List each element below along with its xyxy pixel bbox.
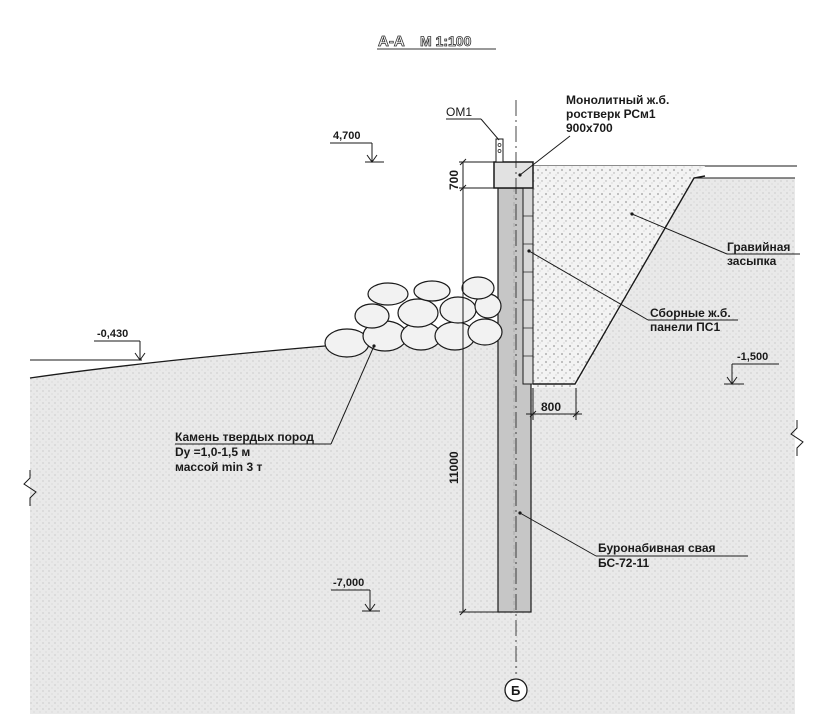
break-line-left [23,470,37,506]
section-title: А-А [378,33,405,50]
panels-label-1: Сборные ж.б. [650,306,731,320]
grillage-callout: Монолитный ж.б. ростверк РСм1 900х700 [518,93,669,177]
grillage-label-1: Монолитный ж.б. [566,93,669,107]
stone-label-1: Камень твердых пород [175,430,314,444]
panels-label-2: панели ПС1 [650,320,720,334]
drawing-title: А-А М 1:100 [377,33,496,50]
ground-surface-line [29,345,326,379]
dim-grillage [459,158,494,192]
axis-marker: Б [504,678,528,702]
stone-label-2: Dy =1,0-1,5 м [175,445,250,459]
dim-backfill-label: 800 [541,400,561,414]
pile-callout: Буронабивная свая БС-72-11 [518,511,748,570]
elev-ground-left-label: -0,430 [97,328,128,340]
elev-right [724,363,779,385]
elev-ground-left [94,340,146,361]
pile-label-1: Буронабивная свая [598,541,716,555]
dim-backfill [526,388,582,420]
elev-pile-bottom-label: -7,000 [333,577,364,589]
gravel-label-2: засыпка [727,254,777,268]
grillage-label-2: ростверк РСм1 [566,107,656,121]
break-line-right [790,420,804,456]
stone-label-3: массой min 3 т [175,460,262,474]
om1-marker [495,138,504,163]
dim-pile [459,188,498,616]
gravel-backfill [533,166,705,388]
pile-label-2: БС-72-11 [598,556,649,570]
elev-top [330,142,384,163]
dim-grillage-label: 700 [447,170,461,190]
stone-callout: Камень твердых пород Dy =1,0-1,5 м массо… [175,344,376,474]
ground-left [30,338,498,714]
precast-panels [522,187,534,385]
axis-label: Б [511,683,520,698]
grillage-label-3: 900х700 [566,121,613,135]
elev-pile-bottom [331,589,380,612]
ground-right [498,178,795,714]
gravel-callout: Гравийная засыпка [630,212,800,268]
scale-label: М 1:100 [420,33,472,49]
stone-fill [324,276,503,358]
dim-pile-label: 11000 [447,451,461,484]
monolithic-grillage [493,161,534,189]
elev-right-label: -1,500 [737,351,768,363]
elev-top-label: 4,700 [333,130,361,142]
gravel-label-1: Гравийная [727,240,790,254]
om1-label: ОМ1 [446,105,472,119]
panels-callout: Сборные ж.б. панели ПС1 [527,249,738,334]
